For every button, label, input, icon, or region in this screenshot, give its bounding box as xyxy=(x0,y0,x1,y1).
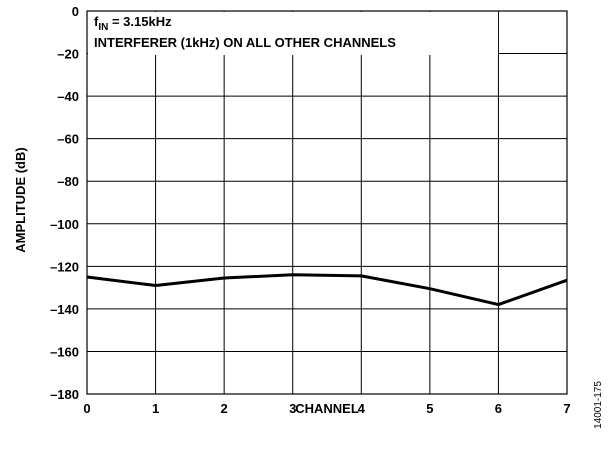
x-tick-label: 3 xyxy=(289,401,296,416)
y-tick-label: –60 xyxy=(57,132,79,147)
y-tick-label: –100 xyxy=(50,217,79,232)
y-tick-label: –40 xyxy=(57,89,79,104)
x-tick-label: 7 xyxy=(563,401,570,416)
annotation-background xyxy=(88,12,498,55)
x-tick-label: 6 xyxy=(495,401,502,416)
x-tick-label: 2 xyxy=(221,401,228,416)
x-tick-label: 4 xyxy=(358,401,366,416)
x-tick-label: 1 xyxy=(152,401,159,416)
y-tick-label: –120 xyxy=(50,259,79,274)
x-tick-label: 0 xyxy=(83,401,90,416)
y-tick-label: –160 xyxy=(50,344,79,359)
y-tick-label: –80 xyxy=(57,174,79,189)
plot-frame xyxy=(86,10,568,395)
x-axis-label: CHANNEL xyxy=(295,401,359,416)
grid-lines xyxy=(87,11,567,394)
y-tick-label: –140 xyxy=(50,302,79,317)
figure-id: 14001-175 xyxy=(593,381,604,429)
y-tick-label: –180 xyxy=(50,387,79,402)
y-tick-label: 0 xyxy=(72,4,79,19)
annotation-interferer: INTERFERER (1kHz) ON ALL OTHER CHANNELS xyxy=(94,35,396,50)
series-line xyxy=(86,273,568,307)
tick-labels: 0 –20 –40 –60 –80 –100 –120 –140 –160 –180 0 1 2 3 4 5 6… xyxy=(50,4,571,416)
annotation-fin: fIN = 3.15kHz xyxy=(94,14,172,33)
y-tick-label: –20 xyxy=(57,47,79,62)
y-axis-label: AMPLITUDE (dB) xyxy=(13,147,28,252)
x-tick-label: 5 xyxy=(426,401,433,416)
